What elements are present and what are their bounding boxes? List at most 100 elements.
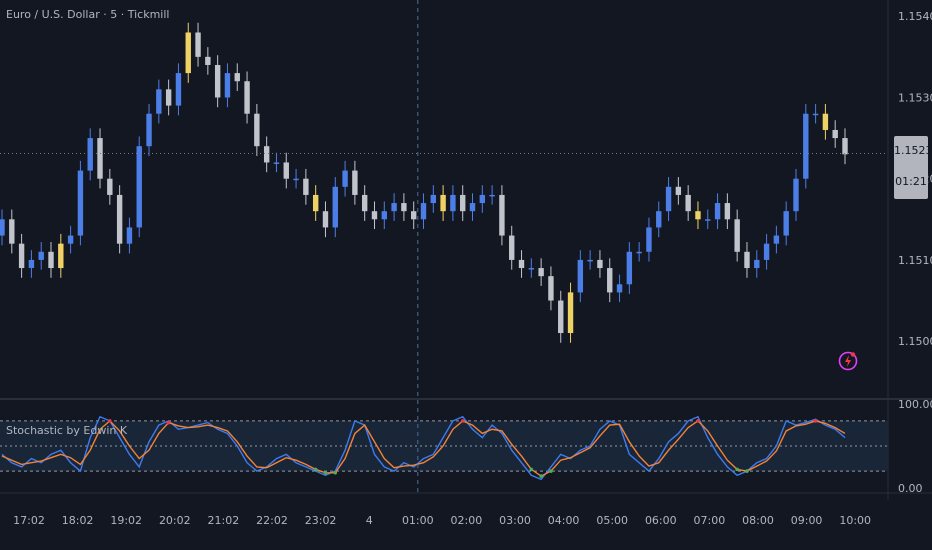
time-tick-label: 08:00 [742,514,774,527]
stochastic-k-line [1,415,846,481]
candle-body [695,211,701,220]
candle-body [205,56,211,65]
lightning-alert-icon[interactable] [838,351,858,371]
candle-body [322,211,329,228]
candle-body [783,211,789,236]
candle-body [263,146,270,163]
time-tick-label: 23:02 [305,514,337,527]
candle-body [773,235,780,244]
candle-body [175,73,182,106]
candle-body [509,235,515,260]
stochastic-d-line [1,419,846,477]
candles [0,22,888,343]
time-tick-label: 22:02 [256,514,288,527]
symbol-title[interactable]: Euro / U.S. Dollar · 5 · Tickmill [6,8,170,21]
time-tick-label: 06:00 [645,514,677,527]
candle-body [234,73,240,82]
candle-body [744,251,750,269]
candle-body [361,194,368,212]
oversold-mark [529,467,534,472]
candle-body [803,113,809,179]
candle-body [832,129,838,139]
oversold-mark [323,470,328,475]
time-tick-label: 20:02 [159,514,191,527]
candle-body [607,268,613,293]
candle-body [244,81,250,114]
candle-body [156,89,162,114]
overbought-mark [460,419,465,423]
price-tick-label: 1.15100 [898,254,932,267]
candle-body [734,219,740,252]
time-tick-label: 18:02 [62,514,94,527]
candle-body [754,259,760,269]
candle-body [352,170,358,195]
candle-body [116,194,123,244]
bar-countdown: 01:21 [895,175,927,188]
candle-body [705,219,711,221]
candle-body [656,211,662,228]
overbought-mark [813,419,818,423]
candle-body [224,73,231,98]
time-tick-label: 03:00 [499,514,531,527]
candle-body [460,194,466,212]
candle-body [146,113,152,147]
price-tick-label: 1.15300 [898,91,932,104]
candle-body [822,113,829,130]
candle-body [185,32,191,74]
indicator-title[interactable]: Stochastic by Edwin K [6,424,128,437]
candle-body [675,186,682,195]
candle-body [518,259,525,269]
candle-body [312,194,319,212]
time-tick-label: 17:02 [13,514,45,527]
candle-body [450,194,456,212]
candle-body [597,259,603,269]
last-price-value: 1.15231 [894,144,932,157]
candle-body [303,178,309,195]
candle-body [9,219,15,244]
candle-body [528,268,535,270]
candle-body [165,89,172,106]
overbought-mark [166,420,171,425]
candle-body [214,64,221,98]
main-grid [0,0,932,500]
candle-body [97,138,103,179]
indicator-tick-label: 0.00 [898,482,923,495]
candle-body [577,259,584,293]
candle-body [548,276,554,301]
candle-body [567,292,574,334]
candle-body [332,186,338,228]
candle-body [381,211,387,220]
candle-body [254,113,260,147]
time-tick-label: 19:02 [110,514,142,527]
candle-body [479,194,486,204]
candle-body [440,194,446,212]
candle-body [646,227,652,252]
candle-body [87,138,93,171]
oversold-mark [735,467,739,472]
time-tick-label: 01:00 [402,514,434,527]
candle-body [626,251,633,285]
indicator-axis[interactable]: 100.00 0.00 [898,398,932,495]
candle-body [812,113,819,116]
time-tick-label: 10:00 [839,514,871,527]
candle-body [391,203,397,212]
candle-body [401,203,407,212]
oversold-mark [539,474,543,478]
candle-body [342,170,348,187]
candle-body [126,227,133,244]
candle-body [371,211,378,220]
time-axis[interactable]: 17:02 18:02 19:02 20:02 21:02 22:02 23:02 4 01:0… [13,514,871,527]
candle-body [420,203,427,220]
time-tick-label: 4 [366,514,373,527]
last-price-tag: 1.15231 01:21 [894,136,932,199]
stochastic-lines [1,415,846,481]
overbought-mark [696,419,700,423]
candle-body [685,194,691,212]
candle-body [18,243,25,269]
candle-body [538,268,544,277]
candle-body [38,251,44,260]
candle-body [28,259,35,269]
candle-body [136,146,142,228]
oversold-mark [313,467,318,472]
